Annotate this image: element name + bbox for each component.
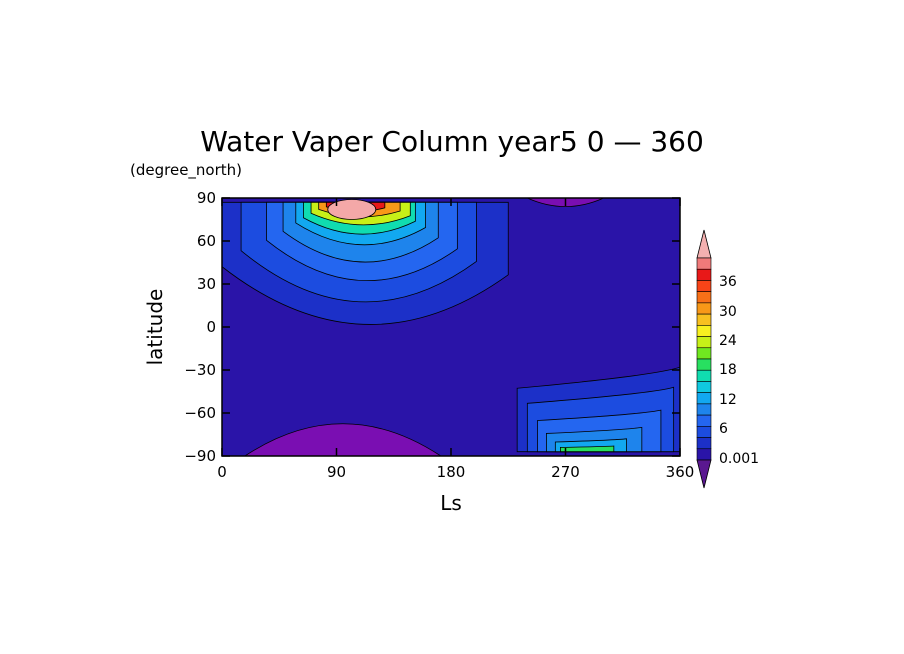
x-axis: 0 90 180 270 360 [217, 198, 694, 481]
colorbar-swatch [696, 325, 712, 337]
x-tick-label: 180 [437, 463, 466, 481]
colorbar-swatch [696, 302, 712, 315]
south-band-6 [560, 445, 615, 453]
colorbar: 36 30 24 18 12 6 0.001 [696, 229, 759, 489]
south-minimum [244, 423, 442, 456]
y-tick-label: 90 [197, 189, 216, 207]
y-tick-label: −60 [184, 404, 216, 422]
colorbar-swatch [696, 358, 712, 371]
colorbar-swatch [696, 291, 712, 304]
y-axis: 90 60 30 0 −30 −60 −90 [184, 189, 680, 465]
colorbar-label: 0.001 [719, 451, 759, 467]
y-tick-label: 60 [197, 232, 216, 250]
colorbar-top-arrow [696, 229, 712, 259]
colorbar-swatch [696, 336, 712, 349]
colorbar-label: 30 [719, 304, 737, 320]
units-label: (degree_north) [130, 161, 242, 180]
plot-area [222, 198, 680, 456]
colorbar-swatch [696, 448, 712, 461]
north-maximum-core [327, 199, 377, 220]
x-axis-label: Ls [440, 491, 462, 515]
colorbar-swatch [696, 347, 712, 360]
x-tick-label: 360 [666, 463, 695, 481]
colorbar-swatch [696, 392, 712, 405]
y-tick-label: −30 [184, 361, 216, 379]
colorbar-swatch [696, 257, 712, 270]
colorbar-label: 18 [719, 362, 737, 378]
x-tick-label: 270 [551, 463, 580, 481]
colorbar-swatch [696, 381, 712, 393]
y-tick-label: 0 [206, 318, 216, 336]
x-tick-label: 0 [217, 463, 227, 481]
colorbar-swatch [696, 268, 712, 281]
colorbar-swatch [696, 280, 712, 292]
colorbar-swatch [696, 426, 712, 438]
colorbar-swatch [696, 403, 712, 416]
y-tick-label: 30 [197, 275, 216, 293]
colorbar-swatch [696, 313, 712, 326]
colorbar-swatch [696, 437, 712, 450]
colorbar-swatch [696, 414, 712, 427]
colorbar-label: 12 [719, 392, 737, 408]
y-axis-label: latitude [143, 289, 167, 366]
chart-title: Water Vaper Column year5 0 — 360 [200, 125, 704, 158]
colorbar-swatch [696, 369, 712, 382]
colorbar-label: 24 [719, 333, 737, 349]
x-tick-label: 90 [327, 463, 346, 481]
y-tick-label: −90 [184, 447, 216, 465]
colorbar-bottom-arrow [696, 459, 712, 489]
colorbar-label: 36 [719, 274, 737, 290]
colorbar-label: 6 [719, 421, 728, 437]
